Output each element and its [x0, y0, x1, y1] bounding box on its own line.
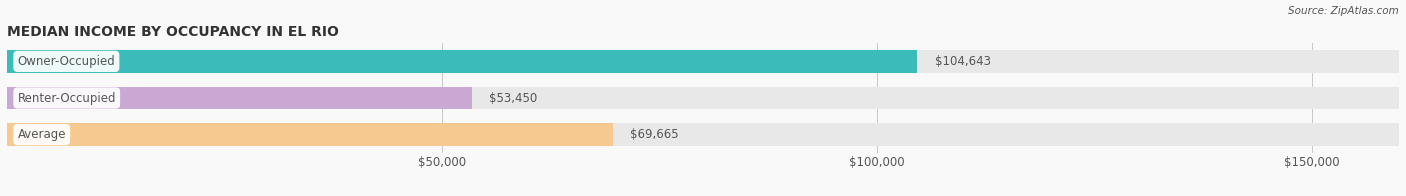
Text: Average: Average [17, 128, 66, 141]
Bar [7, 87, 1399, 109]
Bar [7, 123, 613, 146]
Bar [7, 123, 1399, 146]
Bar [7, 87, 472, 109]
Text: $104,643: $104,643 [935, 55, 991, 68]
Text: Owner-Occupied: Owner-Occupied [17, 55, 115, 68]
Text: $69,665: $69,665 [630, 128, 679, 141]
Text: Renter-Occupied: Renter-Occupied [17, 92, 115, 104]
Text: Source: ZipAtlas.com: Source: ZipAtlas.com [1288, 6, 1399, 16]
Bar [7, 50, 917, 73]
Bar [7, 50, 1399, 73]
Text: MEDIAN INCOME BY OCCUPANCY IN EL RIO: MEDIAN INCOME BY OCCUPANCY IN EL RIO [7, 25, 339, 39]
Text: $53,450: $53,450 [489, 92, 537, 104]
